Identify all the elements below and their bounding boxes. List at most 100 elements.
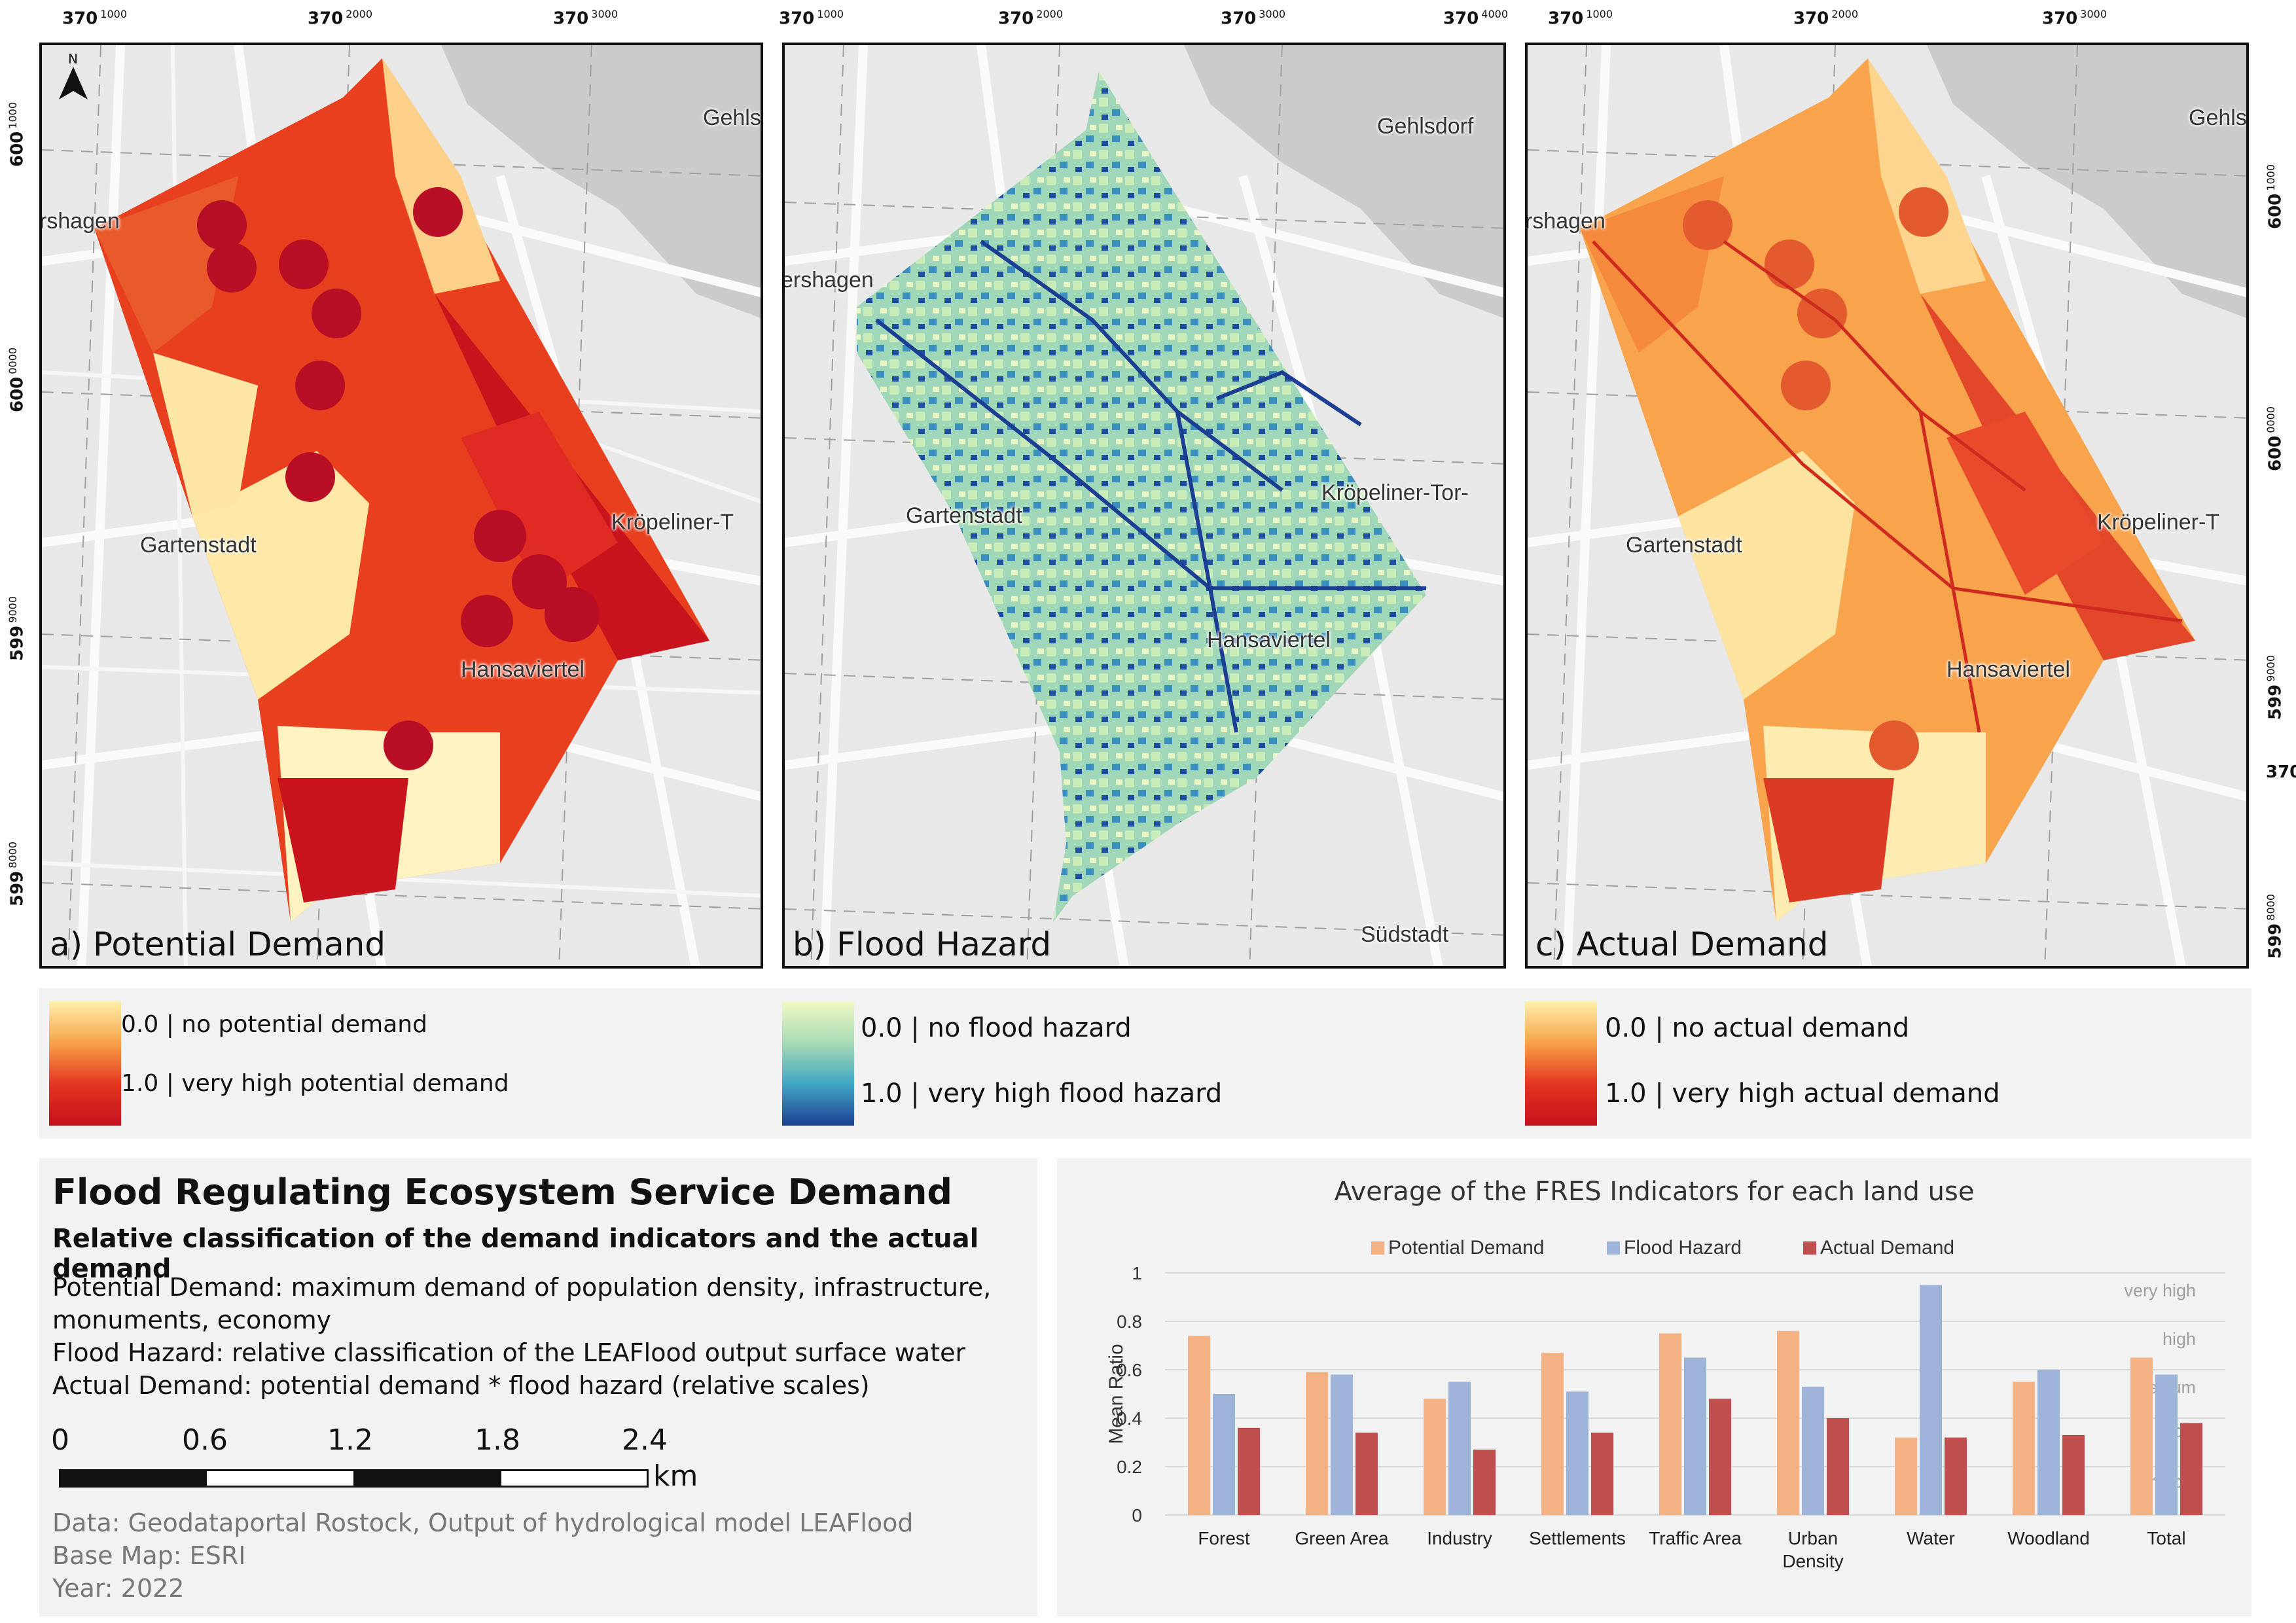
scale-label: 1.2 <box>327 1423 373 1457</box>
y-tick-label: 0.2 <box>1117 1457 1142 1477</box>
coord-label: 370 <box>2266 762 2296 782</box>
y-tick-label: 0.6 <box>1117 1360 1142 1380</box>
coord-label: 5998000 <box>7 842 27 906</box>
bar <box>1895 1437 1917 1515</box>
description-line: Potential Demand: maximum demand of popu… <box>52 1273 992 1302</box>
bar <box>1355 1433 1378 1515</box>
coord-label: 5999000 <box>2265 655 2286 720</box>
bar <box>2180 1423 2202 1515</box>
bar <box>1684 1357 1706 1515</box>
place-label: rshagen <box>39 209 120 234</box>
basemap <box>785 45 1503 966</box>
bar <box>1659 1333 1681 1515</box>
y-axis-label: Mean Ratio <box>1105 1344 1127 1444</box>
legend-label: 1.0 | very high flood hazard <box>861 1079 1223 1109</box>
bar <box>1448 1382 1471 1515</box>
bar <box>1541 1353 1564 1515</box>
bar <box>1213 1394 1235 1515</box>
bar <box>2037 1370 2060 1515</box>
legend-label: 1.0 | very high actual demand <box>1605 1079 2000 1109</box>
place-label: Kröpeliner-T <box>2097 510 2220 535</box>
coord-label: 370 4000 <box>1443 8 1508 29</box>
x-tick-label: Forest <box>1198 1528 1250 1548</box>
legend-label: 0.0 | no potential demand <box>121 1011 427 1038</box>
legend-entry: Actual Demand <box>1820 1237 1954 1258</box>
bar <box>2130 1357 2153 1515</box>
bar <box>1238 1427 1260 1515</box>
bar <box>2155 1374 2178 1515</box>
place-label: Südstadt <box>1361 922 1449 947</box>
coord-label: 370 2000 <box>308 8 372 29</box>
map-info-panel: Flood Regulating Ecosystem Service Deman… <box>39 1158 1037 1616</box>
bar <box>1591 1433 1613 1515</box>
bar <box>1777 1330 1799 1515</box>
legend-entry: Flood Hazard <box>1624 1237 1742 1258</box>
bar-chart-panel: Average of the FRES Indicators for each … <box>1057 1158 2251 1616</box>
description-line: Actual Demand: potential demand * flood … <box>52 1371 870 1400</box>
coord-label: 6001000 <box>2265 164 2286 229</box>
legend-label: 1.0 | very high potential demand <box>121 1070 509 1097</box>
potential-demand-gradient <box>49 1001 121 1126</box>
y-tick-label: 0.8 <box>1117 1311 1142 1332</box>
place-label: Hansaviertel <box>1946 657 2070 682</box>
x-tick-label: Urban <box>1788 1528 1838 1548</box>
place-label: Hansaviertel <box>461 657 584 682</box>
y-tick-label: 1 <box>1132 1263 1142 1283</box>
coord-label: 6000000 <box>7 348 27 412</box>
chart-title: Average of the FRES Indicators for each … <box>1334 1177 1975 1207</box>
coord-label: 370 2000 <box>998 8 1063 29</box>
bar <box>1188 1336 1210 1515</box>
y-tick-label: 0.4 <box>1117 1408 1142 1429</box>
x-tick-label: Green Area <box>1295 1528 1389 1548</box>
place-label: rshagen <box>1525 209 1605 234</box>
place-label: Gehls <box>2189 105 2247 130</box>
place-label: Gartenstadt <box>1626 533 1742 558</box>
map-panel-actual-demand[interactable]: rshagen Gartenstadt Hansaviertel Kröpeli… <box>1525 43 2249 969</box>
x-tick-label: Settlements <box>1529 1528 1626 1548</box>
map-panel-flood-hazard[interactable]: ershagen Gartenstadt Hansaviertel Kröpel… <box>782 43 1506 969</box>
bar <box>1306 1372 1328 1515</box>
flood-hazard-gradient <box>782 1001 854 1126</box>
class-label: high <box>2162 1329 2196 1349</box>
bar <box>1802 1386 1824 1515</box>
y-tick-label: 0 <box>1132 1505 1142 1525</box>
coord-label: 370 1000 <box>1548 8 1613 29</box>
scale-label: 1.8 <box>475 1423 520 1457</box>
x-tick-label: Industry <box>1427 1528 1492 1548</box>
map-legend: 0.0 | no potential demand 1.0 | very hig… <box>39 988 2251 1139</box>
description-line: monuments, economy <box>52 1306 332 1334</box>
bar <box>1945 1437 1967 1515</box>
place-label: Gehlsdorf <box>1377 114 1474 139</box>
x-tick-label: Density <box>1782 1551 1843 1571</box>
map-panel-potential-demand[interactable]: N rshagen Gartenstadt Hansaviertel Kröpe… <box>39 43 763 969</box>
bar <box>1424 1399 1446 1515</box>
coord-label: 5999000 <box>7 596 27 661</box>
coord-label: 370 1000 <box>779 8 844 29</box>
bar <box>1920 1285 1942 1515</box>
legend-entry: Potential Demand <box>1388 1237 1544 1258</box>
bar <box>1473 1450 1496 1515</box>
coord-label: 5998000 <box>2265 894 2286 959</box>
map-title: Flood Regulating Ecosystem Service Deman… <box>52 1171 953 1213</box>
legend-swatch <box>1371 1241 1384 1255</box>
bar <box>1566 1391 1588 1515</box>
description-line: Flood Hazard: relative classification of… <box>52 1338 966 1367</box>
x-tick-label: Total <box>2147 1528 2185 1548</box>
scale-label: 0 <box>51 1423 69 1457</box>
coord-label: 370 1000 <box>62 8 127 29</box>
bar <box>2013 1382 2035 1515</box>
map-subtitle: Relative classification of the demand in… <box>52 1224 979 1284</box>
legend-label: 0.0 | no flood hazard <box>861 1013 1132 1043</box>
bar <box>2062 1435 2085 1515</box>
place-label: Gartenstadt <box>906 503 1022 528</box>
bar <box>1827 1418 1849 1515</box>
x-tick-label: Traffic Area <box>1649 1528 1742 1548</box>
legend-label: 0.0 | no actual demand <box>1605 1013 1910 1043</box>
coord-label: 6000000 <box>2265 406 2286 471</box>
x-tick-label: Water <box>1907 1528 1955 1548</box>
panel-title: a) Potential Demand <box>50 925 386 963</box>
source-line: Year: 2022 <box>52 1574 185 1603</box>
coord-label: 370 3000 <box>2042 8 2107 29</box>
class-label: very high <box>2124 1281 2196 1300</box>
